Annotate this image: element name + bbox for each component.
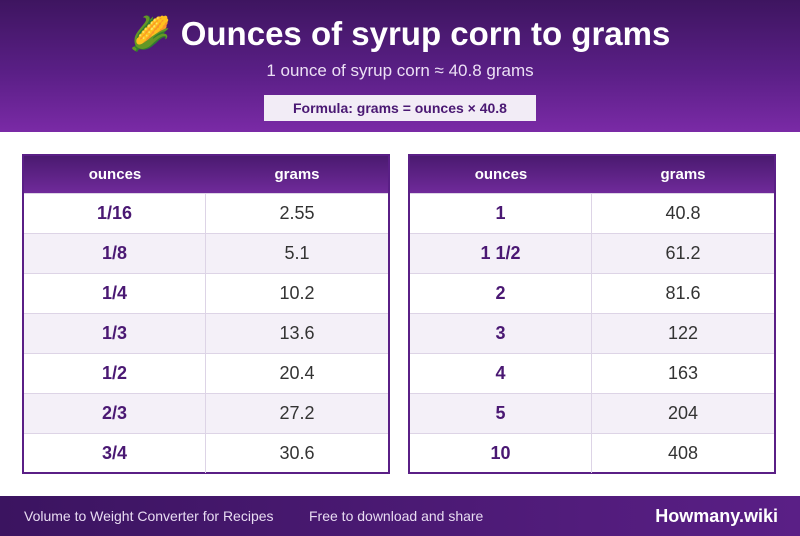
conversion-table-right: ounces grams 1 40.8 1 1/2 61.2 2 81.6 3 122 … [408,154,776,474]
grams-cell: 81.6 [665,283,701,303]
page-title: 🌽 Ounces of syrup corn to grams [0,14,800,54]
ounces-cell: 1 1/2 [410,234,592,273]
page-title-text: Ounces of syrup corn to grams [180,15,671,52]
table-header: ounces grams [24,156,388,193]
grams-cell: 10.2 [279,283,315,303]
grams-cell: 163 [667,363,699,383]
table-row: 10 408 [410,433,774,473]
table-row: 4 163 [410,353,774,393]
table-body: 1 40.8 1 1/2 61.2 2 81.6 3 122 4 163 5 204 10 4… [410,193,774,473]
table-row: 1/3 13.6 [24,313,388,353]
footer-bar: Volume to Weight Converter for Recipes F… [0,496,800,536]
conversion-table-left: ounces grams 1/16 2.55 1/8 5.1 1/4 10.2 1/3… [22,154,390,474]
grams-cell: 20.4 [279,363,315,383]
table-row: 3 122 [410,313,774,353]
table-row: 5 204 [410,393,774,433]
grams-cell: 27.2 [279,403,315,423]
ounces-cell: 2/3 [24,394,206,433]
ounces-cell: 3 [410,314,592,353]
grams-cell: 204 [667,403,699,423]
grams-cell: 13.6 [279,323,315,343]
page-subtitle: 1 ounce of syrup corn ≈ 40.8 grams [266,61,534,80]
table-row: 1/4 10.2 [24,273,388,313]
ounces-cell: 5 [410,394,592,433]
table-row: 1/16 2.55 [24,193,388,233]
ounces-cell: 1/16 [24,194,206,233]
column-header-ounces: ounces [88,166,142,183]
ounces-cell: 1 [410,194,592,233]
footer-tagline: Volume to Weight Converter for Recipes [24,508,274,524]
grams-cell: 122 [667,323,699,343]
table-row: 2/3 27.2 [24,393,388,433]
ounces-cell: 10 [410,434,592,473]
grams-cell: 40.8 [665,203,701,223]
ounces-cell: 3/4 [24,434,206,473]
site-brand-link[interactable]: Howmany.wiki [655,506,778,526]
corn-icon: 🌽 [129,15,171,52]
ounces-cell: 1/3 [24,314,206,353]
ounces-cell: 1/4 [24,274,206,313]
column-header-ounces: ounces [474,166,528,183]
column-header-grams: grams [274,166,320,183]
grams-cell: 5.1 [284,243,310,263]
formula-badge: Formula: grams = ounces × 40.8 [264,95,536,121]
table-row: 1 1/2 61.2 [410,233,774,273]
table-row: 1/8 5.1 [24,233,388,273]
ounces-cell: 4 [410,354,592,393]
header-banner: 🌽 Ounces of syrup corn to grams 1 ounce o… [0,0,800,132]
grams-cell: 61.2 [665,243,701,263]
table-row: 3/4 30.6 [24,433,388,473]
table-row: 1/2 20.4 [24,353,388,393]
table-body: 1/16 2.55 1/8 5.1 1/4 10.2 1/3 13.6 1/2 20.4 … [24,193,388,473]
table-header: ounces grams [410,156,774,193]
grams-cell: 30.6 [279,443,315,463]
column-header-grams: grams [660,166,706,183]
ounces-cell: 1/2 [24,354,206,393]
ounces-cell: 1/8 [24,234,206,273]
grams-cell: 2.55 [279,203,315,223]
grams-cell: 408 [667,443,699,463]
footer-share-note: Free to download and share [309,508,484,524]
table-row: 1 40.8 [410,193,774,233]
ounces-cell: 2 [410,274,592,313]
table-row: 2 81.6 [410,273,774,313]
